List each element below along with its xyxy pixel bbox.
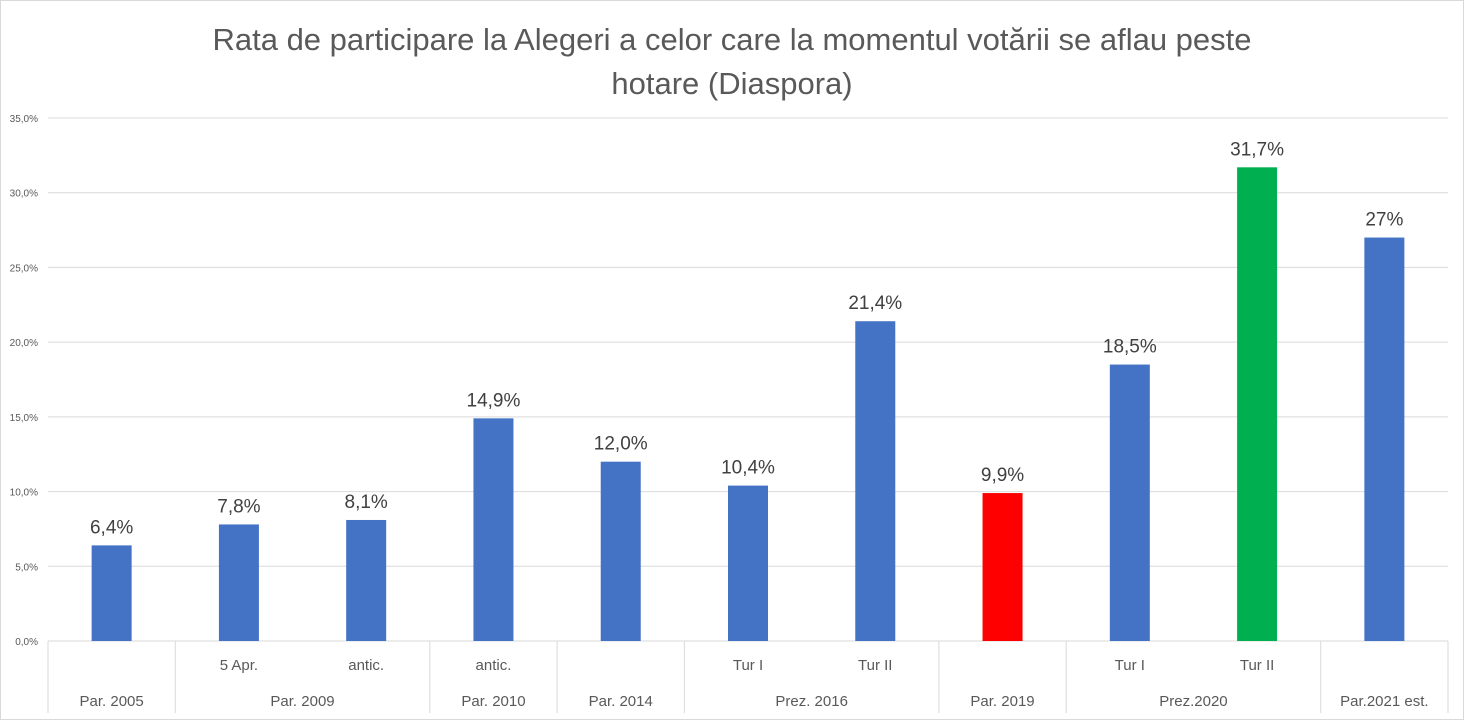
bar [1364, 237, 1405, 642]
x-sub-label: antic. [476, 657, 512, 674]
chart-title: Rata de participare la Alegeri a celor c… [0, 18, 1464, 106]
y-tick-label: 10,0% [10, 488, 38, 499]
x-sub-label: Tur II [858, 657, 892, 674]
y-tick-label: 5,0% [15, 562, 38, 573]
x-group-label: Par. 2019 [970, 693, 1034, 710]
bar [855, 321, 896, 641]
chart-title-line2: hotare (Diaspora) [611, 66, 853, 101]
y-tick-label: 15,0% [10, 413, 38, 424]
chart-title-line1: Rata de participare la Alegeri a celor c… [212, 22, 1252, 57]
bar [473, 418, 514, 641]
x-sub-label: Tur I [1115, 657, 1145, 674]
bar [218, 524, 259, 641]
x-group-label: Par.2021 est. [1340, 693, 1428, 710]
x-group-label: Par. 2014 [589, 693, 653, 710]
data-label: 27% [1365, 210, 1403, 231]
data-label: 14,9% [467, 390, 521, 411]
data-label: 6,4% [90, 517, 133, 538]
data-label: 18,5% [1103, 337, 1157, 358]
y-tick-label: 20,0% [10, 338, 38, 349]
data-label: 7,8% [217, 496, 260, 517]
x-group-label: Par. 2010 [461, 693, 525, 710]
bar [1109, 364, 1150, 641]
data-label: 21,4% [848, 293, 902, 314]
bar [982, 493, 1023, 641]
data-label: 10,4% [721, 458, 775, 479]
x-sub-label: Tur II [1240, 657, 1274, 674]
bar [728, 485, 768, 641]
bar [346, 519, 387, 641]
x-sub-label: 5 Apr. [220, 657, 258, 674]
y-tick-label: 35,0% [10, 114, 38, 125]
bar [600, 461, 641, 641]
x-group-label: Prez. 2016 [775, 693, 848, 710]
x-group-label: Par. 2005 [80, 693, 144, 710]
data-label: 8,1% [345, 492, 388, 513]
x-group-label: Par. 2009 [270, 693, 334, 710]
data-label: 12,0% [594, 434, 648, 455]
y-tick-label: 0,0% [15, 637, 38, 648]
x-group-label: Prez.2020 [1159, 693, 1227, 710]
x-sub-label: antic. [348, 657, 384, 674]
x-sub-label: Tur I [733, 657, 763, 674]
data-label: 31,7% [1230, 139, 1284, 160]
y-tick-label: 25,0% [10, 263, 38, 274]
bar [1237, 167, 1278, 641]
bar [91, 545, 132, 641]
y-tick-label: 30,0% [10, 189, 38, 200]
data-label: 9,9% [981, 465, 1024, 486]
